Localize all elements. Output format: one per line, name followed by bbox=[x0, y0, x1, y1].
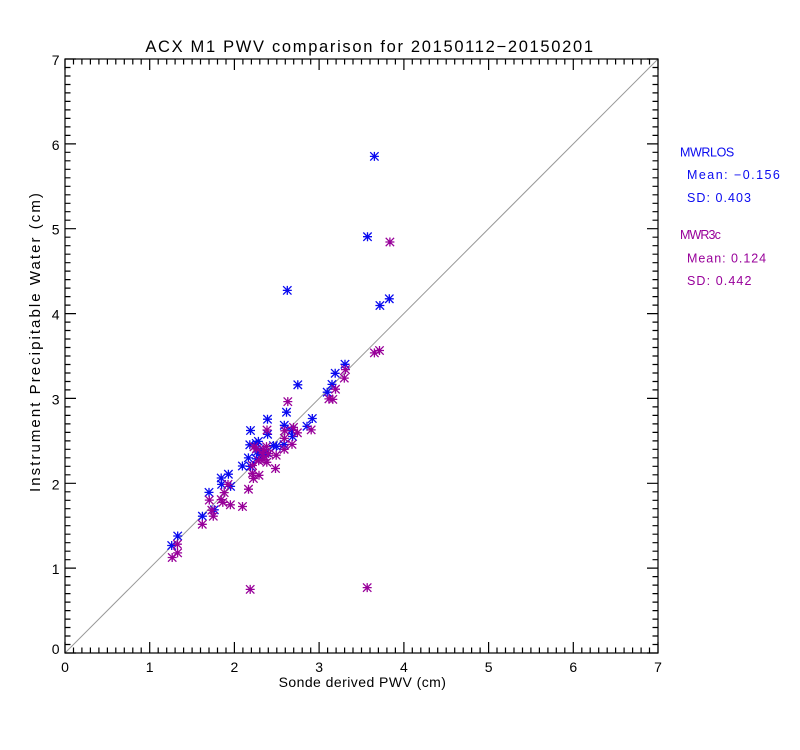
svg-text:7: 7 bbox=[52, 52, 60, 68]
svg-text:ACX M1 PWV comparison for 2015: ACX M1 PWV comparison for 20150112−20150… bbox=[145, 38, 594, 56]
svg-text:MWR3c: MWR3c bbox=[680, 228, 721, 242]
svg-text:0: 0 bbox=[52, 641, 60, 657]
svg-text:3: 3 bbox=[52, 391, 60, 407]
svg-text:1: 1 bbox=[52, 561, 60, 577]
svg-text:Sonde derived PWV (cm): Sonde derived PWV (cm) bbox=[279, 674, 447, 690]
svg-text:5: 5 bbox=[52, 222, 60, 238]
svg-text:Mean: 0.124: Mean: 0.124 bbox=[687, 251, 767, 265]
svg-text:6: 6 bbox=[569, 659, 577, 675]
svg-text:6: 6 bbox=[52, 137, 60, 153]
svg-text:4: 4 bbox=[400, 659, 408, 675]
svg-text:4: 4 bbox=[52, 307, 60, 323]
svg-text:7: 7 bbox=[654, 659, 662, 675]
svg-text:SD: 0.403: SD: 0.403 bbox=[687, 191, 752, 205]
svg-text:2: 2 bbox=[231, 659, 239, 675]
svg-text:0: 0 bbox=[61, 659, 69, 675]
svg-text:SD: 0.442: SD: 0.442 bbox=[687, 274, 753, 288]
svg-text:Instrument Precipitable Water: Instrument Precipitable Water (cm) bbox=[27, 191, 44, 492]
svg-text:5: 5 bbox=[485, 659, 493, 675]
svg-text:1: 1 bbox=[146, 659, 154, 675]
svg-text:MWRLOS: MWRLOS bbox=[680, 145, 734, 159]
svg-text:Mean: −0.156: Mean: −0.156 bbox=[687, 168, 781, 182]
svg-text:2: 2 bbox=[52, 476, 60, 492]
svg-text:3: 3 bbox=[315, 659, 323, 675]
